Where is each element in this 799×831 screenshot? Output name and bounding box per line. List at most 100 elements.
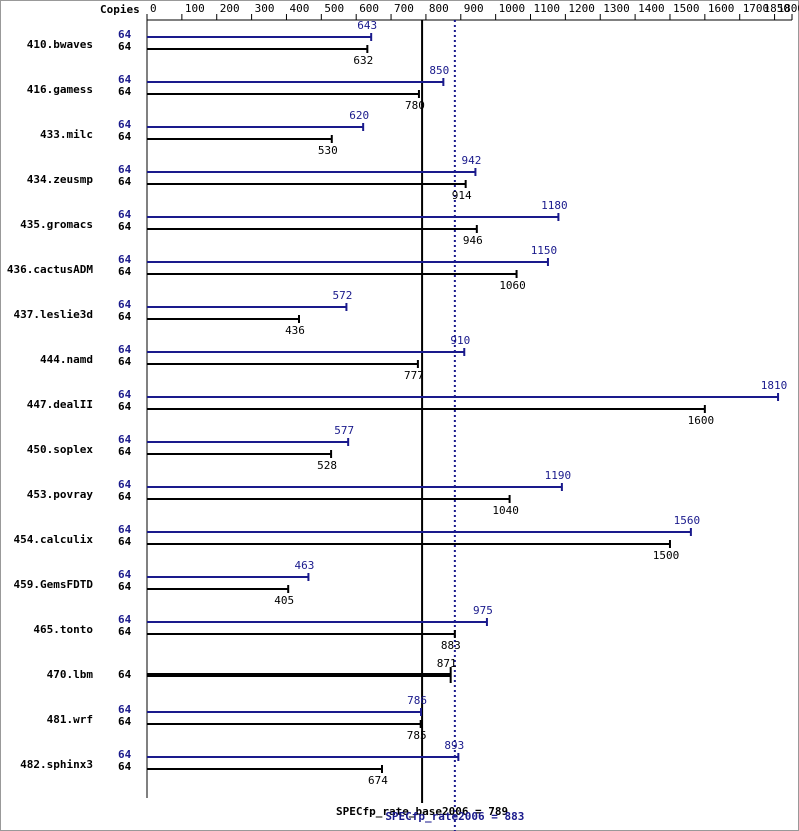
category-label: 482.sphinx3	[20, 758, 93, 771]
category-label: 481.wrf	[47, 713, 93, 726]
value-label: 910	[450, 334, 470, 347]
copies-label: 64	[118, 118, 132, 131]
value-label: 1600	[688, 414, 715, 427]
value-label: 643	[357, 19, 377, 32]
value-label: 785	[407, 729, 427, 742]
value-label: 946	[463, 234, 483, 247]
copies-label: 64	[118, 355, 132, 368]
value-label: 942	[461, 154, 481, 167]
copies-label: 64	[118, 445, 132, 458]
category-label: 433.milc	[40, 128, 93, 141]
value-label: 780	[405, 99, 425, 112]
category-label: 434.zeusmp	[27, 173, 94, 186]
value-label: 786	[407, 694, 427, 707]
value-label: 632	[353, 54, 373, 67]
value-label: 436	[285, 324, 305, 337]
value-label: 1560	[674, 514, 701, 527]
copies-label: 64	[118, 208, 132, 221]
value-label: 1060	[499, 279, 526, 292]
value-label: 1150	[531, 244, 558, 257]
x-tick-label: 1800	[778, 2, 799, 15]
copies-label: 64	[118, 175, 132, 188]
category-label: 459.GemsFDTD	[14, 578, 94, 591]
x-tick-label: 800	[429, 2, 449, 15]
value-label: 572	[332, 289, 352, 302]
copies-label: 64	[118, 220, 132, 233]
x-tick-label: 700	[394, 2, 414, 15]
x-tick-label: 500	[324, 2, 344, 15]
value-label: 674	[368, 774, 388, 787]
copies-label: 64	[118, 388, 132, 401]
value-label: 777	[404, 369, 424, 382]
value-label: 1190	[545, 469, 572, 482]
value-label: 620	[349, 109, 369, 122]
copies-label: 64	[118, 490, 132, 503]
x-tick-label: 200	[220, 2, 240, 15]
copies-label: 64	[118, 253, 132, 266]
value-label: 463	[294, 559, 314, 572]
category-label: 447.dealII	[27, 398, 93, 411]
x-tick-label: 1300	[603, 2, 630, 15]
reference-label: SPECfp_rate_base2006 = 789	[336, 805, 508, 818]
x-tick-label: 1850	[764, 2, 791, 15]
x-tick-label: 1500	[673, 2, 700, 15]
copies-label: 64	[118, 478, 132, 491]
category-label: 450.soplex	[27, 443, 94, 456]
x-tick-label: 1400	[638, 2, 665, 15]
category-label: 453.povray	[27, 488, 94, 501]
x-tick-label: 400	[289, 2, 309, 15]
x-tick-label: 1700	[743, 2, 770, 15]
x-tick-label: 1600	[708, 2, 735, 15]
value-label: 893	[444, 739, 464, 752]
copies-label: 64	[118, 580, 132, 593]
copies-label: 64	[118, 625, 132, 638]
copies-label: 64	[118, 535, 132, 548]
value-label: 914	[452, 189, 472, 202]
reference-label: SPECfp_rate2006 = 883	[385, 810, 524, 823]
x-tick-label: 1200	[568, 2, 595, 15]
category-label: 465.tonto	[33, 623, 93, 636]
copies-label: 64	[118, 85, 132, 98]
x-tick-label: 1000	[499, 2, 526, 15]
copies-label: 64	[118, 298, 132, 311]
copies-label: 64	[118, 28, 132, 41]
copies-label: 64	[118, 40, 132, 53]
copies-label: 64	[118, 715, 132, 728]
value-label: 1810	[761, 379, 788, 392]
copies-label: 64	[118, 613, 132, 626]
value-label: 871	[437, 657, 457, 670]
copies-label: 64	[118, 163, 132, 176]
copies-header: Copies	[100, 3, 140, 16]
value-label: 577	[334, 424, 354, 437]
copies-label: 64	[118, 400, 132, 413]
value-label: 1040	[492, 504, 519, 517]
value-label: 1180	[541, 199, 568, 212]
value-label: 883	[441, 639, 461, 652]
copies-label: 64	[118, 668, 132, 681]
value-label: 528	[317, 459, 337, 472]
category-label: 410.bwaves	[27, 38, 93, 51]
copies-label: 64	[118, 310, 132, 323]
category-label: 435.gromacs	[20, 218, 93, 231]
value-label: 850	[429, 64, 449, 77]
value-label: 975	[473, 604, 493, 617]
value-label: 1500	[653, 549, 680, 562]
copies-label: 64	[118, 568, 132, 581]
copies-label: 64	[118, 343, 132, 356]
category-label: 444.namd	[40, 353, 93, 366]
category-label: 470.lbm	[47, 668, 94, 681]
x-tick-label: 100	[185, 2, 205, 15]
x-tick-label: 900	[464, 2, 484, 15]
x-tick-label: 0	[150, 2, 157, 15]
copies-label: 64	[118, 130, 132, 143]
copies-label: 64	[118, 73, 132, 86]
copies-label: 64	[118, 748, 132, 761]
x-tick-label: 300	[255, 2, 275, 15]
copies-label: 64	[118, 760, 132, 773]
copies-label: 64	[118, 265, 132, 278]
copies-label: 64	[118, 703, 132, 716]
x-tick-label: 1100	[534, 2, 561, 15]
